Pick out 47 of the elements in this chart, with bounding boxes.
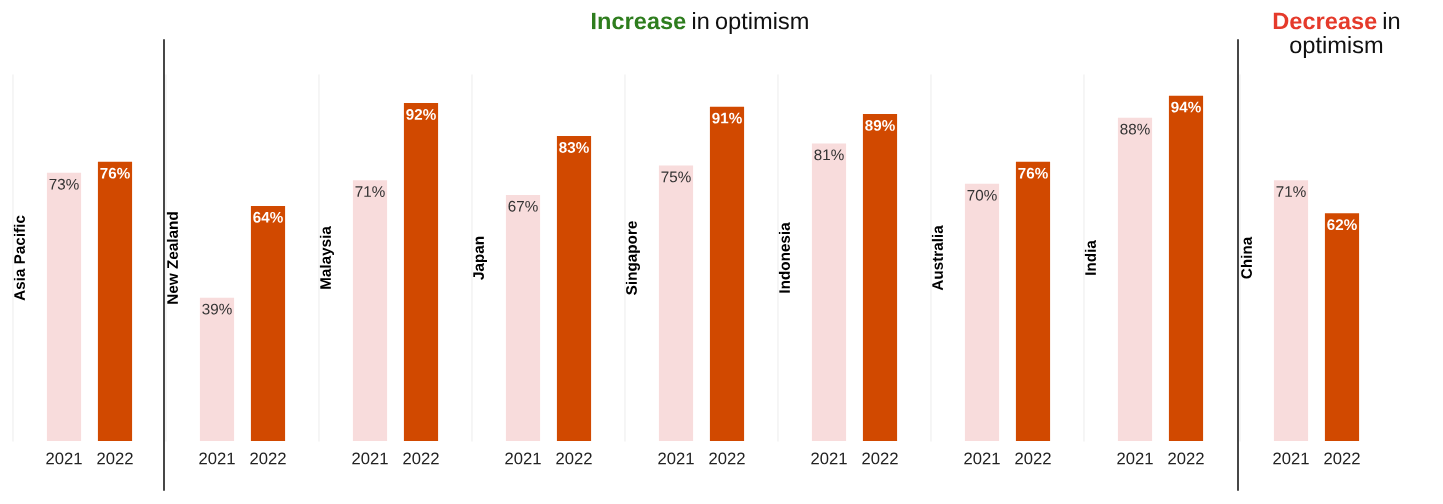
- x-tick-label: 2022: [250, 452, 286, 465]
- text: Decrease in optimism: [1273, 12, 1400, 59]
- data-label: 39%: [202, 303, 232, 315]
- y-axis-title: Asia Pacific: [13, 215, 25, 301]
- data-label: 67%: [508, 200, 538, 212]
- x-tick-label: 2022: [1168, 452, 1204, 465]
- x-tick-label: 2021: [352, 452, 388, 465]
- data-label: 76%: [1018, 167, 1048, 179]
- y-axis-title: China: [1240, 236, 1252, 279]
- text: Increase in optimism: [592, 12, 808, 35]
- x-tick-label: 2022: [862, 452, 898, 465]
- x-tick-label: 2021: [964, 452, 1000, 465]
- x-tick-label: 2021: [46, 452, 82, 465]
- data-label: 88%: [1120, 123, 1150, 135]
- x-tick-label: 2021: [199, 452, 235, 465]
- x-tick-label: 2022: [97, 452, 133, 465]
- data-label: 62%: [1327, 219, 1357, 231]
- x-tick-label: 2022: [709, 452, 745, 465]
- x-tick-label: 2021: [811, 452, 847, 465]
- data-label: 73%: [49, 178, 79, 190]
- x-tick-label: 2021: [505, 452, 541, 465]
- y-axis-title: New Zealand: [166, 212, 178, 304]
- data-label: 91%: [712, 112, 742, 124]
- x-tick-label: 2021: [1117, 452, 1153, 465]
- y-axis-title: Malaysia: [319, 226, 334, 289]
- x-tick-label: 2021: [1273, 452, 1309, 465]
- data-label: 75%: [661, 171, 691, 183]
- data-label: 64%: [253, 211, 283, 223]
- data-label: 81%: [814, 149, 844, 161]
- x-tick-label: 2021: [658, 452, 694, 465]
- x-tick-label: 2022: [1324, 452, 1360, 465]
- y-axis-title: Australia: [931, 225, 943, 291]
- data-label: 83%: [559, 142, 589, 153]
- x-tick-label: 2022: [556, 452, 592, 465]
- x-tick-label: 2022: [403, 452, 439, 465]
- data-label: 92%: [406, 109, 436, 120]
- x-tick-label: 2022: [1015, 452, 1051, 465]
- data-label: 89%: [865, 120, 895, 131]
- data-label: 76%: [100, 167, 130, 179]
- data-label: 71%: [1276, 186, 1306, 197]
- data-label: 94%: [1171, 101, 1201, 113]
- y-axis-title: Indonesia: [778, 222, 790, 293]
- data-label: 71%: [355, 186, 385, 197]
- y-axis-title: Japan: [473, 236, 487, 280]
- data-label: 70%: [967, 189, 997, 201]
- y-axis-title: India: [1084, 240, 1096, 275]
- y-axis-title: Singapore: [625, 221, 640, 295]
